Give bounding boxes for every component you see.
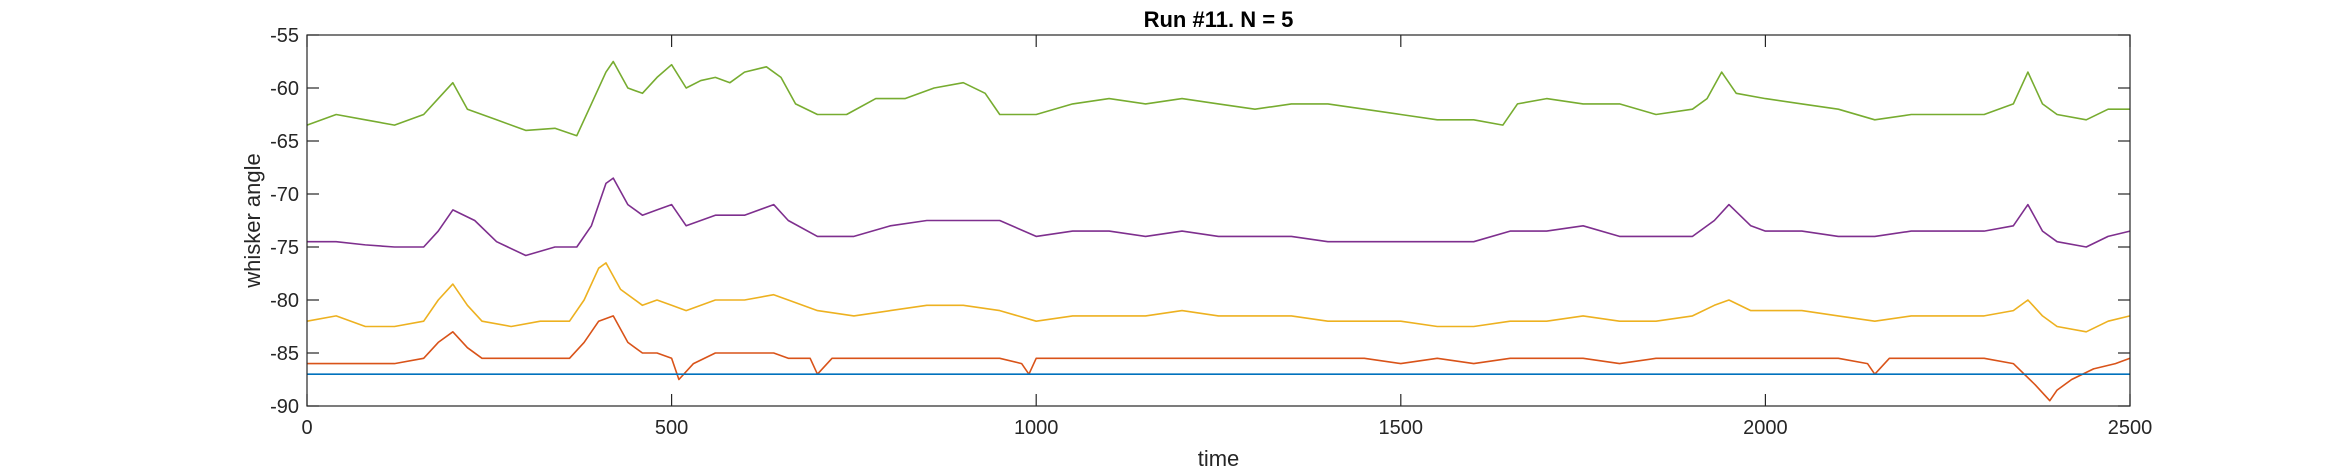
- y-tick-label: -55: [270, 25, 299, 47]
- x-tick-label: 2500: [2108, 417, 2153, 439]
- series-line-1: [306, 60, 2130, 137]
- y-tick-label: -65: [270, 131, 299, 153]
- x-tick-label: 1500: [1379, 417, 1424, 439]
- y-tick-label: -85: [270, 343, 299, 365]
- x-axis-label: time: [1198, 446, 1240, 469]
- series-line-2: [307, 177, 2131, 257]
- chart-title: Run #11. N = 5: [1144, 7, 1294, 32]
- y-tick-label: -80: [270, 290, 299, 312]
- x-tick-label: 0: [301, 417, 312, 439]
- series-line-3: [306, 262, 2131, 333]
- axes-box: [306, 34, 2131, 407]
- series-line-4: [307, 315, 2131, 402]
- plot-background: [307, 35, 2130, 406]
- series-group: [306, 60, 2131, 402]
- x-tick-label: 500: [655, 417, 688, 439]
- plot-area: [307, 35, 2130, 406]
- y-axis-label: whisker angle: [240, 153, 265, 289]
- y-tick-label: -90: [270, 396, 299, 418]
- y-tick-label: -70: [270, 184, 299, 206]
- x-tick-label: 1000: [1014, 417, 1059, 439]
- x-tick-label: 2000: [1743, 417, 1788, 439]
- y-tick-label: -60: [270, 78, 299, 100]
- y-tick-label: -75: [270, 237, 299, 259]
- axes-group: 0 500 1000 1500 2000 2500 -90 -85 -80 -75 -70 -65 -6…: [270, 25, 2152, 439]
